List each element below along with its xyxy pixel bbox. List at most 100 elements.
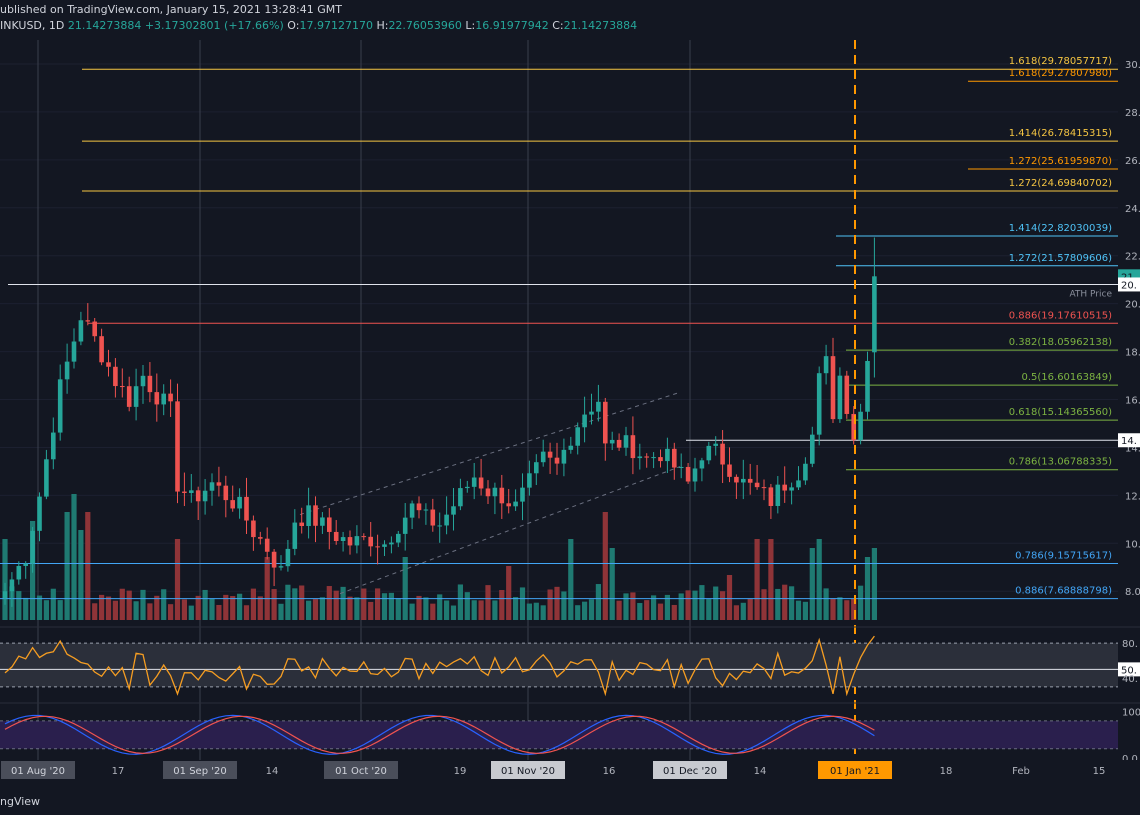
volume-bar (409, 603, 415, 620)
candle-body (85, 320, 91, 322)
volume-bar (457, 584, 463, 620)
y-tick-label: 26. (1125, 156, 1140, 167)
volume-bar (664, 594, 670, 620)
candle-body (430, 509, 436, 526)
brand-footer: ngView (0, 795, 40, 808)
candle-body (51, 432, 56, 460)
time-tick-box (653, 761, 727, 779)
fib-level-label: 0.786(9.15715617) (1015, 550, 1112, 561)
volume-bar (795, 600, 802, 620)
time-tick-label: 14 (266, 766, 279, 777)
candle-body (30, 530, 35, 564)
volume-bar (92, 603, 98, 620)
candle-body (23, 563, 28, 566)
candle-body (478, 477, 484, 489)
candle-body (2, 591, 8, 599)
open-label: O: (287, 19, 300, 32)
time-tick-label: 01 Aug '20 (11, 766, 65, 777)
volume-bar (802, 601, 808, 620)
candle-body (499, 487, 505, 504)
volume-bar (692, 590, 698, 620)
volume-bar (533, 602, 539, 620)
volume-bar (471, 600, 477, 620)
volume-bar (71, 494, 77, 620)
candle-body (768, 487, 774, 506)
candle-body (140, 375, 146, 387)
candle-body (209, 482, 215, 491)
candle-body (396, 533, 401, 543)
rsi-band (0, 643, 1118, 687)
volume-bar (733, 605, 739, 620)
time-tick-box (818, 761, 892, 779)
candle-body (354, 536, 360, 546)
candle-body (195, 490, 201, 502)
volume-bar (568, 539, 574, 620)
candle-body (64, 361, 70, 380)
volume-bar (506, 566, 512, 620)
candle-body (858, 411, 863, 441)
high-label: H: (376, 19, 389, 32)
volume-bar (671, 604, 677, 620)
ohlc-line: INKUSD, 1D 21.14273884 +3.17302801 (+17.… (0, 19, 637, 32)
rsi-tick-label: 80. (1122, 639, 1138, 650)
candle-body (361, 536, 367, 538)
price-badge-text: 20. (1121, 280, 1137, 291)
rsi-badge (1118, 662, 1140, 677)
candle-body (223, 485, 229, 501)
candle-body (506, 503, 511, 507)
volume-bar (195, 595, 201, 620)
candle-body (672, 448, 677, 468)
candle-body (692, 468, 698, 482)
candle-body (71, 341, 77, 362)
volume-bar (823, 588, 829, 620)
candle-body (644, 456, 649, 458)
candle-body (789, 487, 794, 491)
candle-body (851, 413, 856, 441)
volume-bar (257, 596, 263, 620)
candle-body (120, 386, 125, 388)
volume-bar (105, 596, 112, 620)
candle-body (416, 503, 422, 511)
volume-bar (851, 598, 857, 620)
volume-bar (444, 600, 450, 620)
candle-body (616, 439, 622, 448)
time-tick-box (491, 761, 565, 779)
volume-bar (540, 605, 546, 620)
symbol-label[interactable]: INKUSD, 1D (0, 19, 65, 32)
candle-body (389, 542, 394, 545)
candle-body (444, 514, 449, 526)
high-value: 22.76053960 (388, 19, 462, 32)
stoch-tick-label: 100 (1122, 708, 1140, 719)
volume-bar (361, 588, 367, 620)
volume-bar (375, 588, 381, 620)
volume-bar (816, 539, 822, 620)
fib-level-label: 0.886(7.68888798) (1015, 586, 1112, 597)
volume-bar (789, 586, 795, 620)
fib-level-label: 1.272(25.61959870) (1009, 156, 1112, 167)
candle-body (678, 466, 684, 468)
candle-body (278, 566, 284, 568)
candle-body (57, 379, 63, 433)
volume-bar (720, 591, 726, 620)
candle-body (237, 496, 242, 509)
candle-body (685, 466, 691, 482)
candle-body (216, 482, 222, 486)
volume-bar (43, 600, 49, 620)
volume-bar (519, 587, 526, 620)
candle-body (175, 401, 180, 492)
candle-body (285, 548, 291, 567)
low-label: L: (465, 19, 476, 32)
y-tick-label: 18. (1125, 348, 1140, 359)
volume-bar (588, 599, 595, 620)
volume-bar (492, 600, 498, 620)
volume-bar (78, 530, 84, 620)
volume-bar (278, 603, 284, 620)
candle-body (382, 544, 387, 547)
volume-bar (99, 594, 105, 620)
candle-body (251, 520, 256, 538)
candle-body (665, 448, 670, 462)
price-badge (1118, 433, 1140, 448)
candle-body (872, 276, 877, 353)
